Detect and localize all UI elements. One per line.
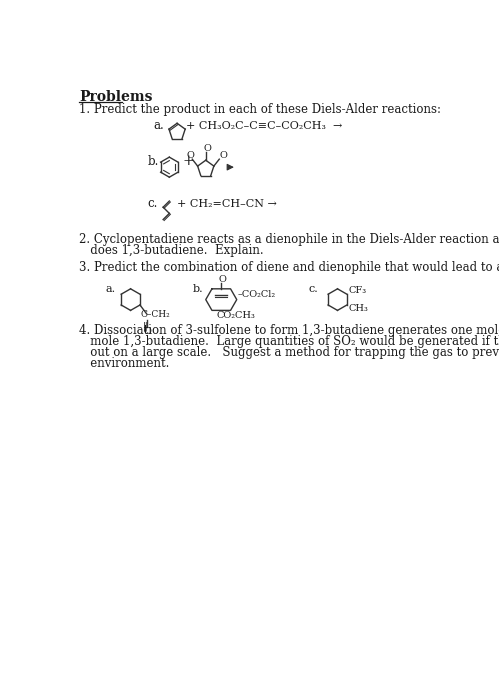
Text: 3. Predict the combination of diene and dienophile that would lead to a, b and c: 3. Predict the combination of diene and … xyxy=(79,261,499,274)
Text: does 1,3-butadiene.  Explain.: does 1,3-butadiene. Explain. xyxy=(79,244,264,257)
Text: 2. Cyclopentadiene reacts as a dienophile in the Diels-Alder reaction a great de: 2. Cyclopentadiene reacts as a dienophil… xyxy=(79,233,499,246)
Text: + CH₂=CH–CN →: + CH₂=CH–CN → xyxy=(177,199,277,209)
Text: O: O xyxy=(219,275,227,284)
Text: O: O xyxy=(187,151,195,160)
Text: c.: c. xyxy=(148,197,158,210)
Text: mole 1,3-butadiene.  Large quantities of SO₂ would be generated if this reaction: mole 1,3-butadiene. Large quantities of … xyxy=(79,335,499,348)
Text: b.: b. xyxy=(193,284,203,294)
Text: 1. Predict the product in each of these Diels-Alder reactions:: 1. Predict the product in each of these … xyxy=(79,104,442,116)
Text: Problems: Problems xyxy=(79,90,153,104)
Text: CO₂CH₃: CO₂CH₃ xyxy=(217,311,255,320)
Text: CF₃: CF₃ xyxy=(348,286,367,295)
Text: out on a large scale.   Suggest a method for trapping the gas to prevent its esc: out on a large scale. Suggest a method f… xyxy=(79,346,499,359)
Text: a.: a. xyxy=(105,284,115,294)
Text: –CO₂Cl₂: –CO₂Cl₂ xyxy=(238,290,275,300)
Text: c.: c. xyxy=(309,284,318,294)
Text: +: + xyxy=(183,154,194,168)
Text: b.: b. xyxy=(148,155,159,168)
Text: 4. Dissociation of 3-sulfolene to form 1,3-butadiene generates one mole of sulph: 4. Dissociation of 3-sulfolene to form 1… xyxy=(79,324,499,337)
Text: + CH₃O₂C–C≡C–CO₂CH₃  →: + CH₃O₂C–C≡C–CO₂CH₃ → xyxy=(186,121,343,132)
Text: O: O xyxy=(219,151,227,160)
Text: O: O xyxy=(204,144,211,153)
Text: environment.: environment. xyxy=(79,356,170,370)
Text: C–CH₂: C–CH₂ xyxy=(141,310,171,319)
Text: O: O xyxy=(144,328,152,336)
Text: a.: a. xyxy=(154,120,165,132)
Text: ‖: ‖ xyxy=(143,321,148,330)
Text: CH₃: CH₃ xyxy=(348,304,368,313)
